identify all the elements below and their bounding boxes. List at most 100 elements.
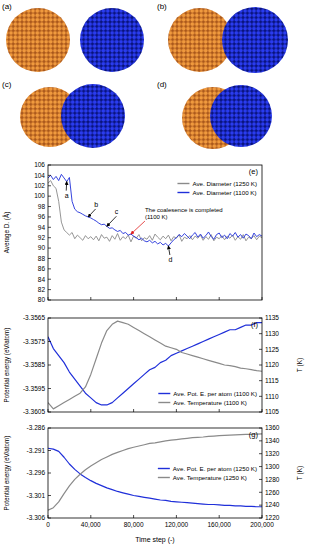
series-line (48, 434, 262, 510)
y-axis-label: Average D. (Å) (2, 212, 11, 254)
y-tick (48, 450, 51, 451)
x-tick (90, 515, 91, 518)
y-tick-label: 100 (34, 192, 45, 199)
x-axis-label: Time step (-) (135, 536, 174, 544)
legend-swatch (158, 402, 170, 403)
legend-swatch (177, 192, 189, 193)
y-tick-label: -3.286 (27, 424, 46, 431)
x-tick (219, 297, 220, 300)
annotation: c (115, 208, 119, 215)
y-tick (48, 248, 51, 249)
panel-label: (b) (157, 2, 167, 11)
y-tick (48, 175, 51, 176)
annotation-line: (1100 K) (145, 214, 168, 220)
y2-tick (259, 453, 262, 454)
x-tick-label: 160,000 (207, 521, 231, 528)
y2-tick (259, 492, 262, 493)
x-tick (133, 297, 134, 300)
legend-swatch (158, 477, 170, 478)
plot-frame (48, 318, 262, 412)
y-tick (48, 318, 51, 319)
annotation-arrow (88, 209, 96, 217)
particle-image: (a) (2, 2, 144, 72)
x-tick (48, 515, 49, 518)
annotation: d (168, 256, 172, 263)
annotation-line: d (168, 256, 172, 263)
y2-tick-label: 1130 (265, 330, 279, 337)
legend: Ave. Pot. E. per atom (1100 K)Ave. Tempe… (158, 390, 257, 406)
y-tick (48, 206, 51, 207)
x-tick (48, 297, 49, 300)
particle-blue (210, 85, 272, 147)
y2-tick (259, 396, 262, 397)
legend-swatch (177, 183, 189, 184)
annotation: b (94, 201, 98, 208)
series-line (48, 181, 262, 242)
y-tick-label: 98 (38, 203, 46, 210)
x-tick-label: 120,000 (165, 521, 189, 528)
annotation-line: The coalesence is completed (145, 207, 223, 213)
y2-tick-label: 1360 (265, 424, 280, 431)
x-tick (176, 515, 177, 518)
y2-tick-label: 1300 (265, 463, 280, 470)
annotation-line: b (94, 201, 98, 208)
y-tick-label: -3.306 (27, 514, 46, 521)
x-tick (262, 409, 263, 412)
panel-label: (c) (2, 80, 12, 89)
y2-tick (259, 440, 262, 441)
x-tick (219, 515, 220, 518)
y-tick (48, 428, 51, 429)
y-tick (48, 279, 51, 280)
series-line (48, 321, 262, 409)
legend-label: Ave. Temperature (1100 K) (173, 399, 247, 406)
y2-tick (259, 349, 262, 350)
y-tick-label: -3.291 (27, 447, 46, 454)
particle-orange (6, 8, 70, 72)
x-tick-label: 80,000 (124, 521, 144, 528)
y-tick (48, 227, 51, 228)
y-axis-label: Potential energy (eV/atom) (3, 328, 11, 403)
x-tick (48, 409, 49, 412)
y2-tick-label: 1320 (265, 450, 280, 457)
y2-tick-label: 1120 (265, 361, 279, 368)
plot-frame (48, 428, 262, 518)
particle-blue (61, 84, 125, 148)
y2-tick-label: 1220 (265, 514, 280, 521)
y-tick (48, 495, 51, 496)
annotation-arrow (107, 216, 117, 226)
y2-tick (259, 412, 262, 413)
y-tick-label: 92 (38, 234, 46, 241)
y-tick (48, 258, 51, 259)
x-tick (219, 409, 220, 412)
y-axis-label: Potential energy (eV/atom) (3, 436, 11, 511)
y-tick-label: 102 (34, 182, 45, 189)
y2-tick (259, 479, 262, 480)
legend-label: Ave. Diameter (1100 K) (192, 189, 256, 196)
y2-tick-label: 1110 (265, 393, 279, 400)
x-tick-label: 40,000 (81, 521, 101, 528)
y-tick-label: 96 (38, 213, 46, 220)
legend-swatch (158, 468, 170, 469)
y2-tick-label: 1115 (265, 377, 279, 384)
annotation-line: c (115, 208, 119, 215)
legend: Ave. Pot. E. per atom (1250 K)Ave. Tempe… (158, 465, 257, 481)
x-tick (90, 297, 91, 300)
y-tick (48, 289, 51, 290)
legend-label: Ave. Diameter (1250 K) (192, 180, 257, 187)
y2-axis-label: T (K) (296, 466, 304, 480)
annotation-arrow (66, 182, 68, 191)
particle-blue (80, 8, 144, 72)
x-tick-label: 0 (46, 521, 50, 528)
y-tick-label: 86 (38, 265, 46, 272)
y-tick (48, 300, 51, 301)
y2-tick (259, 518, 262, 519)
y-tick (48, 388, 51, 389)
y-tick-label: 106 (34, 161, 45, 168)
y2-tick (259, 318, 262, 319)
y2-tick (259, 333, 262, 334)
y-tick-label: 88 (38, 255, 46, 262)
y-tick-label: 104 (34, 172, 45, 179)
x-tick-label: 200,000 (250, 521, 274, 528)
y-tick-label: -3.3565 (23, 314, 45, 321)
y2-tick-label: 1260 (265, 489, 280, 496)
